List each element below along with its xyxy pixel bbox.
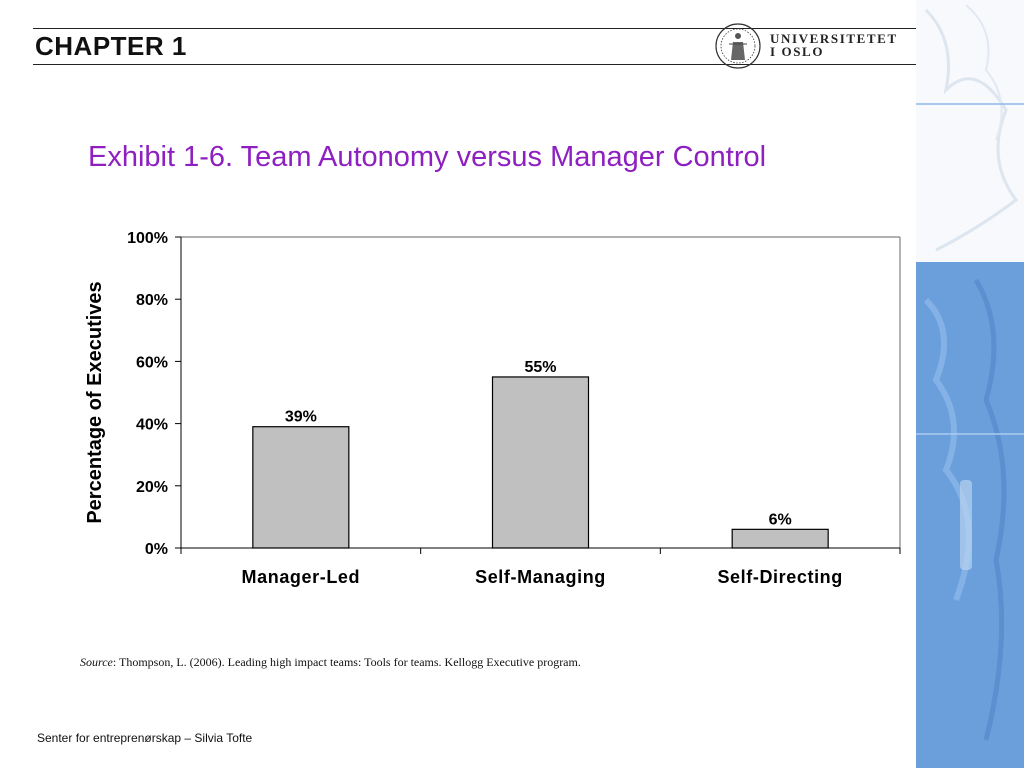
x-axis: Manager-Led Self-Managing Self-Directing	[180, 547, 901, 587]
x-tick-label: Self-Directing	[717, 567, 842, 587]
y-axis-title: Percentage of Executives	[84, 281, 106, 523]
footer-text: Senter for entreprenørskap – Silvia Toft…	[37, 731, 253, 745]
logo-line-2: I OSLO	[770, 44, 825, 59]
data-labels-group: 39% 55% 6%	[285, 359, 792, 528]
y-tick-label: 0%	[145, 541, 168, 558]
bar	[491, 376, 590, 549]
university-logo: UNIVERSITETET I OSLO	[714, 22, 914, 70]
y-axis: 0% 20% 40% 60% 80% 100%	[127, 230, 182, 558]
bar	[252, 426, 350, 549]
bar	[731, 528, 829, 549]
data-label: 55%	[524, 359, 556, 376]
exhibit-title: Exhibit 1-6. Team Autonomy versus Manage…	[88, 141, 767, 173]
side-decoration-panel	[916, 0, 1024, 768]
data-label: 39%	[285, 409, 317, 426]
logo-line-1: UNIVERSITETET	[770, 31, 898, 46]
y-tick-label: 80%	[136, 292, 168, 309]
source-text: : Thompson, L. (2006). Leading high impa…	[112, 655, 581, 669]
header-bottom-rule	[33, 64, 987, 65]
data-label: 6%	[769, 511, 792, 528]
statue-decoration-image	[916, 0, 1024, 768]
seal-icon	[715, 23, 761, 69]
bars-group	[252, 376, 829, 549]
y-tick-label: 60%	[136, 354, 168, 371]
y-tick-label: 20%	[136, 479, 168, 496]
x-tick-label: Manager-Led	[242, 567, 361, 587]
header-top-rule	[33, 28, 987, 29]
y-tick-label: 40%	[136, 417, 168, 434]
source-citation: Source: Thompson, L. (2006). Leading hig…	[80, 655, 581, 670]
plot-frame	[181, 236, 901, 548]
x-tick-label: Self-Managing	[475, 567, 606, 587]
y-tick-label: 100%	[127, 230, 168, 247]
chapter-heading: CHAPTER 1	[35, 31, 187, 61]
source-label: Source	[80, 655, 113, 669]
